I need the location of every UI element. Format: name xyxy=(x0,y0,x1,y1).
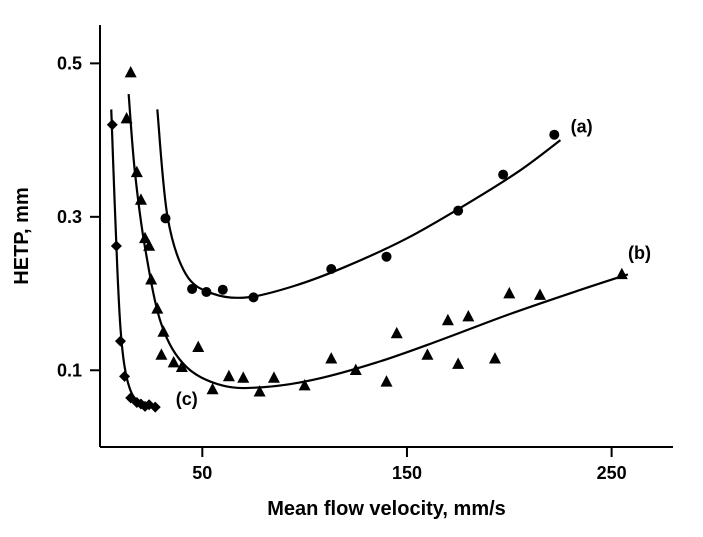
x-tick-label: 250 xyxy=(597,463,627,483)
point-a xyxy=(326,264,336,274)
point-a xyxy=(549,130,559,140)
point-a xyxy=(201,287,211,297)
point-a xyxy=(187,284,197,294)
point-a xyxy=(453,206,463,216)
series-label-b: (b) xyxy=(628,243,651,263)
point-a xyxy=(218,285,228,295)
point-a xyxy=(498,170,508,180)
scatter-chart: 50 150 250 0.1 0.3 0.5 Mean flow velocity, mm/… xyxy=(0,0,703,537)
x-tick-label: 150 xyxy=(392,463,422,483)
y-axis-label: HETP, mm xyxy=(11,187,33,284)
point-a xyxy=(248,292,258,302)
y-tick-label: 0.1 xyxy=(57,360,82,380)
y-tick-label: 0.3 xyxy=(57,207,82,227)
x-axis-label: Mean flow velocity, mm/s xyxy=(267,498,506,520)
series-label-a: (a) xyxy=(571,116,593,136)
series-label-c: (c) xyxy=(176,389,198,409)
point-a xyxy=(160,213,170,223)
chart-container: 50 150 250 0.1 0.3 0.5 Mean flow velocity, mm/… xyxy=(0,0,703,537)
x-tick-label: 50 xyxy=(192,463,212,483)
point-a xyxy=(382,252,392,262)
y-tick-label: 0.5 xyxy=(57,53,82,73)
chart-bg xyxy=(0,0,703,537)
